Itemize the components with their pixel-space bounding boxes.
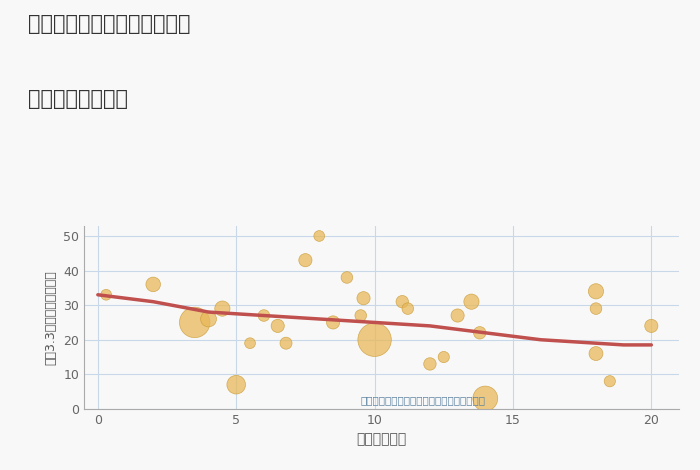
Point [397,298,408,306]
Point [217,305,228,313]
Point [645,322,657,329]
Point [203,315,214,323]
Point [355,312,366,319]
Point [590,288,601,295]
Point [342,274,353,281]
Point [452,312,463,319]
Point [590,305,601,313]
Point [314,232,325,240]
Point [189,319,200,326]
Point [424,360,435,368]
Text: 奈良県大和郡山市今国府町の: 奈良県大和郡山市今国府町の [28,14,190,34]
Point [258,312,270,319]
Point [590,350,601,357]
Y-axis label: 平（3.3㎡）単価（万円）: 平（3.3㎡）単価（万円） [45,270,57,365]
Point [604,377,615,385]
Point [369,336,380,344]
Point [480,395,491,402]
Point [474,329,485,337]
Point [358,295,369,302]
Point [272,322,284,329]
Point [466,298,477,306]
Point [244,339,256,347]
Point [328,319,339,326]
Point [402,305,414,313]
Point [230,381,241,388]
Point [148,281,159,288]
Point [438,353,449,361]
Point [101,291,112,298]
Point [300,257,311,264]
Text: 駅距離別土地価格: 駅距離別土地価格 [28,89,128,110]
X-axis label: 駅距離（分）: 駅距離（分） [356,432,407,446]
Point [281,339,292,347]
Text: 円の大きさは、取引のあった物件面積を示す: 円の大きさは、取引のあった物件面積を示す [360,395,486,406]
